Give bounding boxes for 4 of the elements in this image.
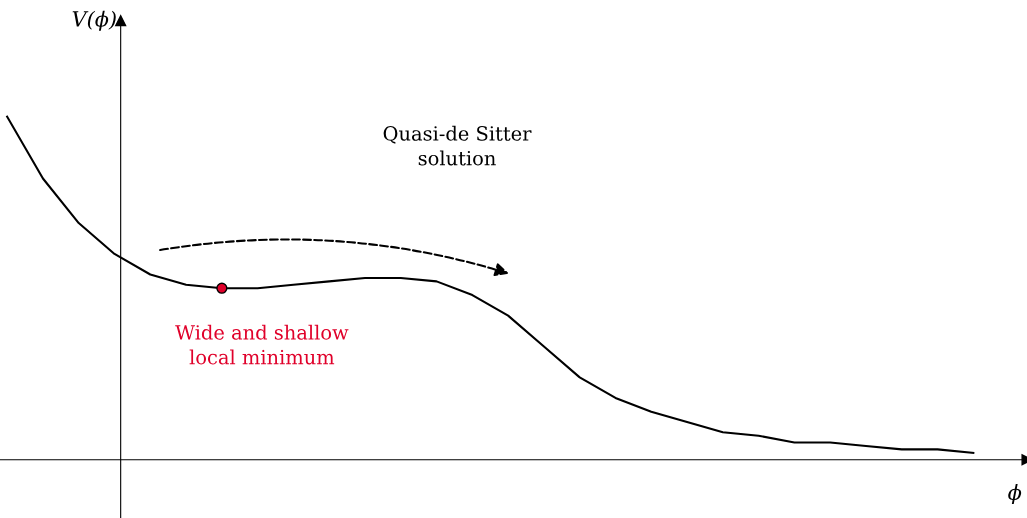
y-axis-title: V(ϕ) [72,10,116,31]
x-axis-title: ϕ [1008,483,1022,505]
annotation: Wide and shallow local minimum [175,324,349,365]
annotation: Quasi-de Sitter solution [383,125,532,166]
